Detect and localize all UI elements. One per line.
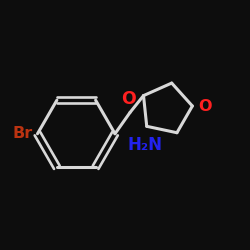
Text: H₂N: H₂N: [127, 136, 162, 154]
Text: O: O: [198, 98, 211, 114]
Text: O: O: [122, 90, 136, 108]
Text: Br: Br: [13, 126, 33, 141]
